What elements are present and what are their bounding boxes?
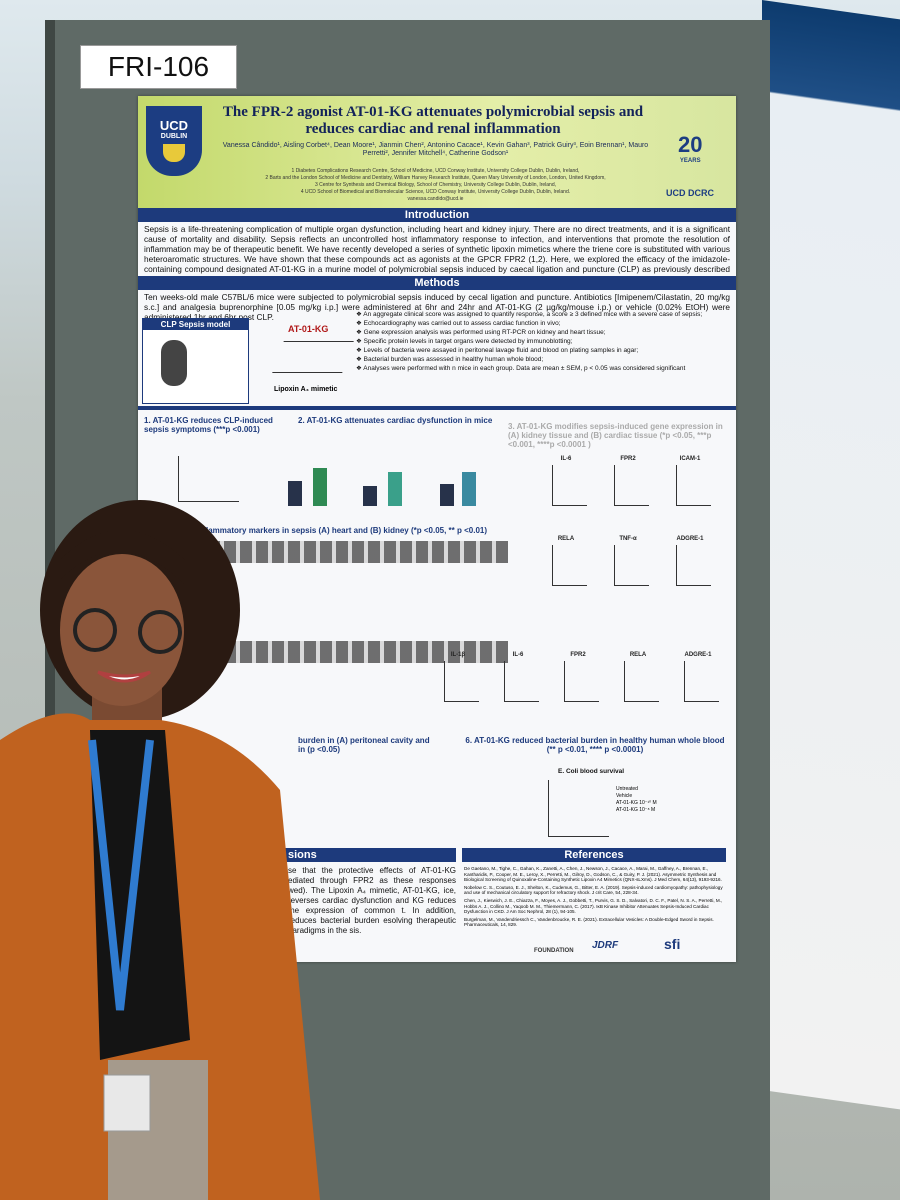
reference: Nobelow C. S., Coutuso, E. J., Shelton, …	[464, 884, 723, 896]
bar-treated	[462, 472, 476, 506]
gene-plot	[504, 661, 539, 702]
section-heading: Introduction	[138, 208, 736, 222]
affiliation: 4 UCD School of Biomedical and Biomolecu…	[300, 189, 571, 195]
poster-authors: Vanessa Cândido¹, Aisling Corbet⁴, Dean …	[222, 142, 649, 157]
blood-title: E. Coli blood survival	[558, 768, 625, 775]
gene-plot	[684, 661, 719, 702]
western-blots	[208, 641, 508, 663]
panel-title: 6. AT-01-KG reduced bacterial burden in …	[465, 736, 725, 754]
smile	[97, 670, 151, 683]
blood-legend: Untreated Vehicle AT-01-KG 10⁻¹⁰ M AT-01-KG…	[616, 786, 657, 814]
reference: De Gaetano, M., Tighe, C., Gahan, K., Za…	[464, 866, 722, 883]
poster-header	[138, 96, 736, 208]
panel-title: acts inflammatory markers in sepsis (A) …	[178, 526, 488, 535]
reference: Burgelman, M., Vandendriessch C., Vanden…	[464, 916, 714, 928]
gene-plot	[624, 661, 659, 702]
bar-vehicle	[440, 484, 454, 506]
gene-plot	[552, 465, 587, 506]
logo-crest	[163, 144, 185, 162]
legend-entry: Untreated	[616, 786, 638, 792]
references-list: De Gaetano, M., Tighe, C., Gahan, K., Za…	[464, 866, 726, 930]
gene-label: ADGRE-1	[684, 652, 712, 658]
gene-plot	[614, 545, 649, 586]
gene-label: IL-6	[560, 456, 572, 462]
logo-text: YEARS	[679, 158, 701, 164]
sponsor: JDRF	[592, 940, 619, 951]
gene-plot	[444, 661, 479, 702]
hair-front	[60, 530, 185, 585]
method-bullet: ❖ Bacterial burden was assessed in healt…	[356, 356, 544, 363]
logo-text: UCD DCRC	[666, 188, 714, 198]
method-bullet: ❖ Levels of bacteria were assayed in per…	[356, 347, 639, 354]
sponsor: FOUNDATION	[534, 948, 574, 954]
compound-label: AT-01-KG	[288, 324, 329, 334]
gene-label: ADGRE-1	[676, 536, 704, 542]
logo-text: DUBLIN	[160, 133, 188, 140]
lanyard	[88, 739, 154, 1011]
legend-entry: AT-01-KG 10⁻¹⁰ M	[616, 800, 657, 806]
conclusions-text: se that the protective effects of AT-01-…	[288, 866, 456, 935]
gene-label: FPR2	[570, 652, 586, 658]
gene-plot	[676, 545, 711, 586]
glasses	[138, 610, 182, 654]
logo-text: UCD	[159, 118, 189, 133]
logo-text: 20	[678, 132, 703, 157]
bar-vehicle	[288, 481, 302, 506]
gene-label: TNF-α	[619, 536, 637, 542]
panel-title: burden in (A) peritoneal cavity and in (…	[298, 736, 430, 754]
panel-title: 3. AT-01-KG modifies sepsis-induced gene…	[508, 422, 723, 449]
glasses	[73, 608, 117, 652]
plot	[178, 456, 239, 502]
ucd-logo: UCD DUBLIN	[146, 106, 202, 176]
methods-bullets: ❖ An aggregate clinical score was assign…	[354, 311, 730, 374]
gene-label: RELA	[557, 536, 575, 542]
model-heading: CLP Sepsis model	[143, 319, 248, 330]
poster: UCD DUBLIN 20 YEARS UCD DCRC The FPR-2 a…	[138, 96, 736, 962]
gene-label: FPR2	[620, 456, 636, 462]
method-bullet: ❖ Analyses were performed with n mice in…	[356, 365, 686, 372]
affiliation: 1 Diabetes Complications Research Centre…	[291, 168, 580, 174]
section-heading: Methods	[138, 276, 736, 290]
gene-plot	[564, 661, 599, 702]
divider	[138, 406, 736, 410]
section-heading: References	[462, 848, 726, 862]
sponsor: sfi	[664, 936, 681, 952]
panel-title: 1. AT-01-KG reduces CLP-induced sepsis s…	[144, 416, 273, 434]
mouse-figure	[161, 340, 187, 386]
method-bullet: ❖ Specific protein levels in target orga…	[356, 338, 573, 345]
gene-plot	[614, 465, 649, 506]
anniversary-logo: 20 YEARS	[678, 132, 702, 164]
reference: Chen, J., Kieswich, J. E., Chiazza, F., …	[464, 897, 723, 915]
method-bullet: ❖ Echocardiography was carried out to as…	[356, 320, 561, 327]
model-box: CLP Sepsis model	[142, 318, 249, 404]
gene-label: ICAM-1	[679, 456, 701, 462]
gene-plot	[552, 545, 587, 586]
poster-title: The FPR-2 agonist AT-01-KG attenuates po…	[222, 104, 644, 137]
gene-label: IL-1β	[450, 652, 466, 658]
affiliation: 3 Centre for Synthesis and Chemical Biol…	[314, 182, 557, 188]
plot	[548, 780, 609, 837]
mimetic-label: Lipoxin A₄ mimetic	[274, 386, 338, 393]
bar-treated	[388, 472, 402, 506]
gene-label: RELA	[629, 652, 647, 658]
affiliation: vanessa.candido@ucd.ie	[407, 196, 464, 202]
board-label: FRI-106	[80, 45, 237, 89]
badge	[103, 1074, 151, 1132]
gene-plot	[676, 465, 711, 506]
methods-text: Ten weeks-old male C57BL/6 mice were sub…	[144, 292, 730, 322]
panel-title: 2. AT-01-KG attenuates cardiac dysfuncti…	[298, 416, 493, 425]
method-bullet: ❖ Gene expression analysis was performed…	[356, 329, 606, 336]
bar-treated	[313, 468, 327, 506]
western-blots	[208, 541, 508, 563]
method-bullet: ❖ An aggregate clinical score was assign…	[356, 311, 703, 318]
legend-entry: AT-01-KG 10⁻⁸ M	[616, 807, 656, 813]
gene-label: IL-6	[512, 652, 524, 658]
bar-vehicle	[363, 486, 377, 506]
affiliation: 2 Barts and the London School of Medicin…	[265, 175, 606, 181]
legend-entry: Vehicle	[616, 793, 633, 799]
face	[60, 554, 184, 706]
